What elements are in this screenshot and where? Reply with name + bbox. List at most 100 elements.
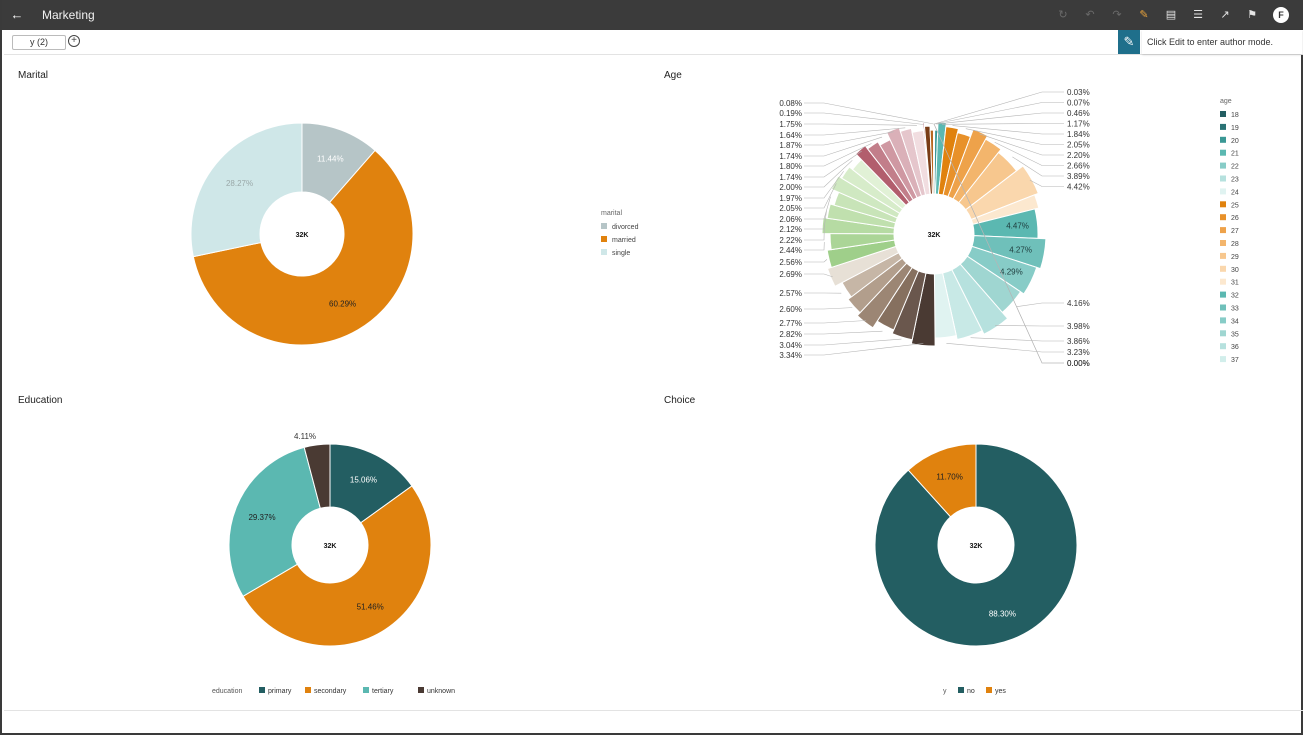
redo-icon[interactable]: ↷ [1112, 9, 1122, 21]
age-label-13: 4.29% [1000, 268, 1023, 277]
marital-label-2: 28.27% [226, 179, 253, 188]
education-legend-swatch-3 [418, 687, 424, 693]
avatar[interactable]: F [1273, 7, 1289, 23]
age-legend-title: age [1220, 98, 1232, 105]
age-legend-label-11: 29 [1231, 254, 1239, 261]
age-outer-label-38: 1.75% [779, 120, 802, 129]
marital-center-label: 32K [296, 232, 309, 239]
age-leader-19 [804, 338, 902, 346]
education-label-1: 51.46% [357, 603, 384, 612]
save-icon[interactable]: ▤ [1165, 9, 1177, 21]
age-leader-4 [952, 125, 1064, 135]
education-slice-1 [242, 485, 432, 647]
age-outer-label-18: 3.34% [779, 351, 802, 360]
comment-icon[interactable]: ☰ [1193, 9, 1203, 21]
age-outer-label-14: 4.16% [1067, 299, 1090, 308]
age-outer-label-22: 2.60% [779, 305, 802, 314]
age-legend-swatch-0 [1220, 111, 1226, 117]
age-leader-30 [804, 183, 837, 209]
bookmark-icon[interactable]: ⚑ [1247, 9, 1257, 21]
refresh-icon[interactable]: ↻ [1058, 9, 1068, 21]
edit-mode-button[interactable]: ✎ [1118, 30, 1140, 54]
filter-chip[interactable]: y (2) [12, 35, 66, 50]
bottom-divider [4, 710, 1303, 711]
age-outer-label-25: 2.56% [779, 258, 802, 267]
age-legend-label-4: 22 [1231, 164, 1239, 171]
education-label-3: 4.11% [294, 432, 316, 441]
age-leader-7 [994, 141, 1064, 166]
age-leader-21 [804, 320, 867, 324]
age-label-11: 4.47% [1006, 222, 1029, 231]
choice-label-0: 88.30% [989, 610, 1016, 619]
age-outer-label-32: 2.00% [779, 183, 802, 192]
app-title: Marketing [42, 8, 95, 22]
age-legend-label-14: 32 [1231, 293, 1239, 300]
choice-legend-label-1: yes [995, 688, 1006, 695]
age-legend-swatch-17 [1220, 330, 1226, 337]
undo-icon[interactable]: ↶ [1085, 9, 1095, 21]
age-legend-swatch-5 [1220, 175, 1226, 182]
age-legend-swatch-19 [1220, 356, 1226, 363]
age-leader-37 [804, 127, 906, 136]
age-leader-16 [970, 337, 1064, 342]
age-legend-swatch-15 [1220, 304, 1226, 311]
age-outer-label-7: 2.66% [1067, 162, 1090, 171]
export-icon[interactable]: ↗ [1220, 9, 1230, 21]
marital-slice-2 [190, 122, 303, 258]
top-bar: ← Marketing ↻ ↶ ↷ ✎ ▤ ☰ ↗ ⚑ F [2, 0, 1303, 30]
age-legend-swatch-8 [1220, 214, 1226, 221]
choice-legend-label-0: no [967, 688, 975, 695]
education-legend-swatch-2 [363, 687, 369, 693]
age-legend-label-1: 19 [1231, 125, 1239, 132]
edit-pencil-icon[interactable]: ✎ [1139, 9, 1149, 21]
back-arrow-icon[interactable]: ← [10, 7, 24, 22]
age-legend-label-12: 30 [1231, 267, 1239, 274]
age-outer-label-15: 3.98% [1067, 322, 1090, 331]
choice-center-label: 32K [970, 543, 983, 550]
age-legend-swatch-12 [1220, 265, 1226, 272]
panel-title-marital: Marital [18, 70, 49, 81]
age-outer-label-1: 0.07% [1067, 99, 1090, 108]
age-outer-label-17: 3.23% [1067, 348, 1090, 357]
age-legend-label-9: 27 [1231, 228, 1239, 235]
education-label-0: 15.06% [350, 476, 377, 485]
age-leader-3 [942, 123, 1064, 125]
age-legend-label-16: 34 [1231, 318, 1239, 325]
age-leader-42 [804, 102, 934, 125]
age-legend-label-17: 35 [1231, 331, 1239, 338]
education-legend-label-0: primary [268, 688, 292, 695]
age-leader-35 [804, 136, 883, 157]
age-leader-38 [804, 123, 917, 126]
age-outer-label-0: 0.03% [1067, 88, 1090, 97]
marital-legend-swatch-0 [601, 223, 607, 229]
marital-legend-label-2: single [612, 250, 630, 257]
add-filter-icon[interactable]: + [68, 35, 80, 47]
panel-title-education: Education [18, 395, 63, 406]
choice-label-1: 11.70% [936, 472, 963, 481]
marital-label-1: 60.29% [329, 300, 356, 309]
age-legend-label-10: 28 [1231, 241, 1239, 248]
age-leader-6 [979, 133, 1064, 156]
age-legend-label-15: 33 [1231, 306, 1239, 313]
age-leader-15 [995, 325, 1064, 327]
age-legend-label-7: 25 [1231, 202, 1239, 209]
age-outer-label-16: 3.86% [1067, 337, 1090, 346]
age-leader-1 [934, 102, 1064, 125]
age-outer-label-24: 2.69% [779, 270, 802, 279]
age-leader-39 [804, 112, 924, 125]
age-outer-label-8: 3.89% [1067, 172, 1090, 181]
age-leader-29 [804, 196, 831, 220]
age-legend-label-6: 24 [1231, 189, 1239, 196]
marital-legend-swatch-1 [601, 236, 607, 242]
age-outer-label-30: 2.05% [779, 204, 802, 213]
age-outer-label-2: 0.46% [1067, 109, 1090, 118]
age-leader-9 [1029, 179, 1064, 187]
age-leader-34 [804, 143, 872, 167]
marital-slice-1 [192, 149, 414, 346]
age-legend-swatch-4 [1220, 162, 1226, 169]
age-legend-swatch-10 [1220, 240, 1226, 246]
age-legend-swatch-6 [1220, 188, 1226, 195]
choice-slice-1 [907, 443, 977, 518]
age-outer-label-39: 0.19% [779, 109, 802, 118]
